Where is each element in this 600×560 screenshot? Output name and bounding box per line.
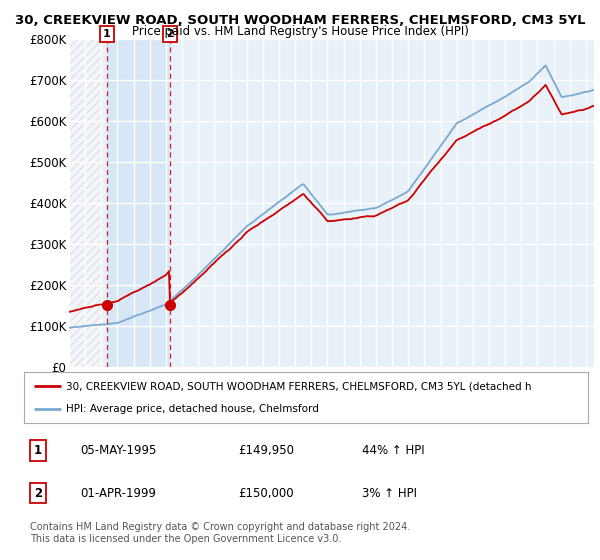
Text: 2: 2 (34, 487, 42, 500)
Text: 01-APR-1999: 01-APR-1999 (80, 487, 157, 500)
Text: Price paid vs. HM Land Registry's House Price Index (HPI): Price paid vs. HM Land Registry's House … (131, 25, 469, 38)
Text: £150,000: £150,000 (238, 487, 294, 500)
Text: 30, CREEKVIEW ROAD, SOUTH WOODHAM FERRERS, CHELMSFORD, CM3 5YL: 30, CREEKVIEW ROAD, SOUTH WOODHAM FERRER… (15, 14, 585, 27)
Text: 1: 1 (103, 29, 111, 39)
Text: 1: 1 (34, 444, 42, 457)
Text: 44% ↑ HPI: 44% ↑ HPI (362, 444, 425, 457)
Text: 30, CREEKVIEW ROAD, SOUTH WOODHAM FERRERS, CHELMSFORD, CM3 5YL (detached h: 30, CREEKVIEW ROAD, SOUTH WOODHAM FERRER… (66, 381, 532, 391)
Text: £149,950: £149,950 (238, 444, 295, 457)
Text: 3% ↑ HPI: 3% ↑ HPI (362, 487, 418, 500)
Bar (69, 39, 101, 367)
Text: HPI: Average price, detached house, Chelmsford: HPI: Average price, detached house, Chel… (66, 404, 319, 414)
Text: Contains HM Land Registry data © Crown copyright and database right 2024.
This d: Contains HM Land Registry data © Crown c… (30, 522, 410, 544)
Text: 2: 2 (166, 29, 174, 39)
Text: 05-MAY-1995: 05-MAY-1995 (80, 444, 157, 457)
Bar (107, 39, 170, 367)
